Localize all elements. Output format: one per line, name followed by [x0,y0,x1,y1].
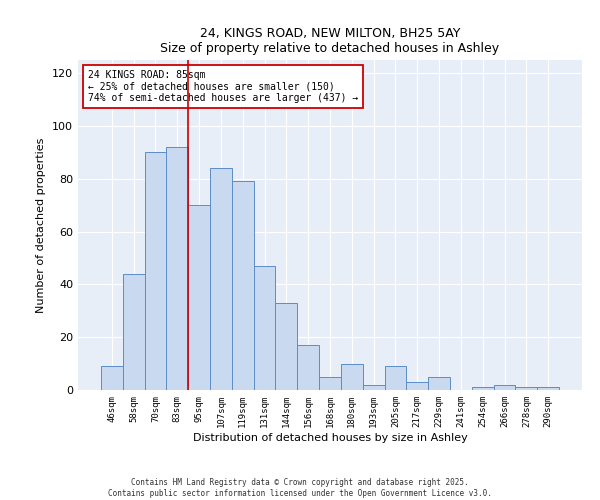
Text: 24 KINGS ROAD: 85sqm
← 25% of detached houses are smaller (150)
74% of semi-deta: 24 KINGS ROAD: 85sqm ← 25% of detached h… [88,70,358,103]
Bar [515,388,537,390]
Bar [385,366,406,390]
Bar [341,364,363,390]
Bar [406,382,428,390]
Bar [537,388,559,390]
Bar [166,147,188,390]
Bar [188,205,210,390]
Bar [275,303,297,390]
Bar [319,377,341,390]
Bar [123,274,145,390]
Bar [428,377,450,390]
Text: Contains HM Land Registry data © Crown copyright and database right 2025.
Contai: Contains HM Land Registry data © Crown c… [108,478,492,498]
Bar [145,152,166,390]
Y-axis label: Number of detached properties: Number of detached properties [37,138,46,312]
Bar [363,384,385,390]
Bar [254,266,275,390]
X-axis label: Distribution of detached houses by size in Ashley: Distribution of detached houses by size … [193,432,467,442]
Bar [472,388,494,390]
Bar [101,366,123,390]
Bar [232,182,254,390]
Bar [297,345,319,390]
Bar [210,168,232,390]
Bar [494,384,515,390]
Title: 24, KINGS ROAD, NEW MILTON, BH25 5AY
Size of property relative to detached house: 24, KINGS ROAD, NEW MILTON, BH25 5AY Siz… [160,26,500,54]
